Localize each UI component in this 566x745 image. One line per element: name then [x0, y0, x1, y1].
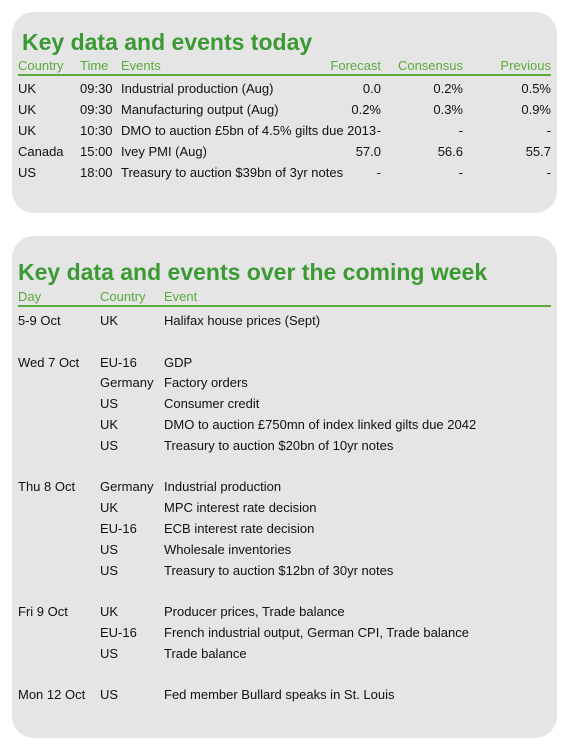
- table-cell: 0.3%: [433, 102, 463, 117]
- country: US: [100, 645, 119, 661]
- panel-title: Key data and events today: [22, 29, 313, 55]
- column-header: Previous: [500, 58, 551, 73]
- country: UK: [100, 500, 119, 516]
- table-cell: 0.2%: [433, 81, 463, 96]
- table-cell: 55.7: [525, 144, 551, 159]
- table-cell: 0.0: [362, 81, 381, 96]
- table-cell: 15:00: [80, 144, 113, 159]
- country: UK: [100, 313, 119, 328]
- table-cell: Treasury to auction $39bn of 3yr notes: [121, 165, 344, 180]
- table-cell: US: [18, 165, 37, 180]
- event: Trade balance: [164, 645, 247, 661]
- day-label: Thu 8 Oct: [18, 479, 76, 495]
- table-cell: DMO to auction £5bn of 4.5% gilts due 20…: [121, 123, 377, 138]
- event: Consumer credit: [164, 396, 260, 412]
- country: UK: [100, 417, 119, 432]
- table-cell: Industrial production (Aug): [121, 81, 274, 96]
- event: MPC interest rate decision: [164, 500, 317, 516]
- column-header: Country: [18, 58, 64, 73]
- table-cell: Canada: [18, 144, 64, 159]
- event: French industrial output, German CPI, Tr…: [164, 625, 469, 640]
- country: EU-16: [100, 521, 137, 536]
- table-cell: -: [546, 165, 551, 180]
- column-header: Time: [80, 58, 109, 73]
- table-cell: UK: [18, 102, 37, 117]
- table-cell: UK: [18, 123, 37, 138]
- column-header: Day: [18, 289, 42, 304]
- day-label: 5-9 Oct: [18, 313, 61, 328]
- event: ECB interest rate decision: [164, 521, 315, 536]
- event: Factory orders: [164, 375, 248, 391]
- day-label: Mon 12 Oct: [18, 687, 86, 703]
- table-cell: 18:00: [80, 165, 113, 180]
- column-header: Country: [100, 289, 146, 304]
- event: Treasury to auction $12bn of 30yr notes: [164, 562, 394, 578]
- country: US: [100, 562, 119, 578]
- event: DMO to auction £750mn of index linked gi…: [164, 417, 477, 432]
- country: Germany: [100, 479, 154, 495]
- table-cell: -: [376, 165, 381, 180]
- today-panel: [12, 12, 557, 213]
- country: UK: [100, 604, 119, 620]
- column-header: Event: [164, 289, 198, 304]
- table-cell: -: [458, 165, 463, 180]
- event: Fed member Bullard speaks in St. Louis: [164, 687, 395, 703]
- column-header: Forecast: [330, 58, 381, 73]
- country: US: [100, 687, 119, 703]
- table-cell: Manufacturing output (Aug): [121, 102, 279, 117]
- header-rule: [18, 74, 551, 76]
- day-label: Wed 7 Oct: [18, 354, 80, 370]
- table-cell: UK: [18, 81, 37, 96]
- table-cell: 09:30: [80, 81, 113, 96]
- country: US: [100, 396, 119, 412]
- event: Halifax house prices (Sept): [164, 313, 321, 328]
- table-cell: 0.5%: [521, 81, 551, 96]
- table-cell: Ivey PMI (Aug): [121, 144, 207, 159]
- table-cell: 57.0: [355, 144, 381, 159]
- table-cell: 56.6: [437, 144, 463, 159]
- table-cell: 09:30: [80, 102, 113, 117]
- header-rule: [18, 305, 551, 307]
- table-cell: 0.2%: [351, 102, 381, 117]
- table-cell: 10:30: [80, 123, 113, 138]
- table-cell: -: [546, 123, 551, 138]
- column-header: Consensus: [397, 58, 463, 73]
- country: US: [100, 541, 119, 557]
- table-cell: -: [376, 123, 381, 138]
- country: US: [100, 437, 119, 453]
- event: GDP: [164, 354, 193, 370]
- event: Treasury to auction $20bn of 10yr notes: [164, 437, 394, 453]
- week-panel: [12, 236, 557, 738]
- country: EU-16: [100, 625, 137, 640]
- panel-title: Key data and events over the coming week: [18, 259, 488, 285]
- table-cell: -: [458, 123, 463, 138]
- event: Wholesale inventories: [164, 541, 292, 557]
- event: Producer prices, Trade balance: [164, 604, 345, 620]
- country: Germany: [100, 375, 154, 391]
- event: Industrial production: [164, 479, 282, 495]
- column-header: Events: [121, 58, 161, 73]
- day-label: Fri 9 Oct: [18, 604, 68, 620]
- country: EU-16: [100, 354, 137, 370]
- table-cell: 0.9%: [521, 102, 551, 117]
